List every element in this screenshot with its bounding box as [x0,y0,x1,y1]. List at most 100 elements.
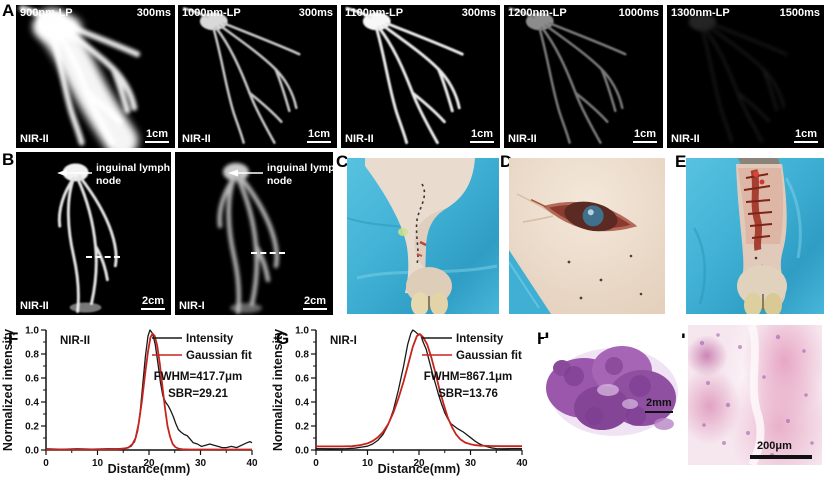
x-tick-label: 20 [413,458,425,469]
photo-art [686,158,824,314]
scalebar-label: 1cm [632,129,657,143]
scalebar-200um: 200μm [757,440,792,452]
exposure-label: 300ms [136,7,171,19]
chart-annotation: FWHM=417.7μm [154,371,243,383]
y-tick-label: 0.0 [25,446,39,457]
panel-b-image-nir1: inguinal lymph node NIR-I 2cm [175,152,333,315]
series-gaussian-fit [316,333,522,448]
fluorescence-art [508,7,627,144]
panel-letter-a: A [2,1,15,20]
scalebar-label: 1cm [469,129,494,143]
exposure-label: 300ms [298,7,333,19]
chart-annotation: SBR=29.21 [168,388,228,400]
panel-a-image-1000nm: 1000nm-LP 300ms NIR-II 1cm [178,5,337,148]
filter-label: 1200nm-LP [508,7,567,19]
cross-section-dashed-line [86,256,120,258]
modality-label: NIR-II [508,133,537,145]
chart-annotation: SBR=13.76 [438,388,498,400]
annotation-line2: node [267,175,293,188]
y-tick-label: 0.4 [25,398,39,409]
filter-label: 1000nm-LP [182,7,241,19]
photo-art [347,158,499,314]
x-tick-label: 0 [313,458,319,469]
legend-label: Gaussian fit [186,350,252,362]
scalebar-200um-bar [750,455,812,459]
y-tick-label: 1.0 [295,326,309,337]
y-axis-label: Normalized intensity [271,329,285,451]
modality-label: NIR-I [179,300,205,312]
panel-h-histology-lymph-node [544,338,686,446]
panel-letter-f: F [8,329,19,348]
panel-a-image-1100nm: 1100nm-LP 300ms NIR-II 1cm [341,5,500,148]
x-tick-label: 30 [195,458,207,469]
scalebar-label: 2cm [302,296,327,310]
modality-label: NIR-II [671,133,700,145]
exposure-label: 1500ms [779,7,820,19]
photo-art [509,158,665,314]
exposure-label: 300ms [461,7,496,19]
annotation-line1: inguinal lymph [267,162,333,174]
annotation-line1: inguinal lymph [96,162,171,174]
chart-f-svg: 0 10 20 30 40 0.0 0.2 0.4 0.6 0.8 1.0 NIR-II Intensi… [1,326,258,477]
scalebar-label: 2cm [140,296,165,310]
panel-b-image-nir2: inguinal lymph node NIR-II 2cm [16,152,171,315]
annotation-inguinal-lymph-node: inguinal lymph node [96,162,170,188]
x-tick-label: 40 [246,458,258,469]
panel-d-photo-lymph-node-incision [509,158,665,314]
panel-a-image-1200nm: 1200nm-LP 1000ms NIR-II 1cm [504,5,663,148]
panel-c-photo-limb-marking [347,158,499,314]
panel-a-image-900nm: 900nm-LP 300ms NIR-II 1cm [16,5,175,148]
chart-nir2-profile: 0 10 20 30 40 0.0 0.2 0.4 0.6 0.8 1.0 NIR-II Intensi… [0,318,260,478]
x-tick-label: 30 [465,458,477,469]
y-tick-label: 0.6 [25,374,39,385]
fluorescence-art [671,8,788,143]
cross-section-dashed-line [251,252,285,254]
panel-i-histology-section [688,325,822,465]
modality-label: NIR-II [345,133,374,145]
fluorescence-art [182,7,301,144]
y-tick-label: 0.6 [295,374,309,385]
y-tick-label: 0.2 [295,422,309,433]
annotation-inguinal-lymph-node: inguinal lymph node [267,162,333,188]
filter-label: 1100nm-LP [345,7,404,19]
arrow-icon [228,169,263,177]
modality-label: NIR-II [20,300,49,312]
fluorescence-art [345,6,464,145]
series-intensity [315,329,522,450]
x-axis-label: Distance(mm) [108,462,191,476]
series-gaussian-fit [46,332,252,451]
panel-letter-b: B [2,150,15,169]
annotation-line2: node [96,175,122,188]
legend-label: Intensity [186,333,234,345]
panel-e-photo-sutured-limb [686,158,824,314]
scalebar-label: 1cm [144,129,169,143]
y-tick-label: 0.2 [25,422,39,433]
y-tick-label: 1.0 [25,326,39,337]
chart-inside-label: NIR-I [330,335,357,347]
chart-g-svg: 0 10 20 30 40 0.0 0.2 0.4 0.6 0.8 1.0 NIR-I Intensit… [271,326,528,477]
x-tick-label: 40 [516,458,528,469]
arrow-icon [57,169,92,177]
scalebar-2mm: 2mm [645,398,673,413]
y-tick-label: 0.8 [25,350,39,361]
chart-annotation: FWHM=867.1μm [424,371,513,383]
y-axis-label: Normalized intensity [1,329,15,451]
x-tick-label: 20 [143,458,155,469]
y-tick-label: 0.0 [295,446,309,457]
legend-label: Gaussian fit [456,350,522,362]
modality-label: NIR-II [20,133,49,145]
scalebar-label: 1cm [793,129,818,143]
panel-letter-g: G [276,329,290,348]
modality-label: NIR-II [182,133,211,145]
histology-art [546,346,678,436]
chart-inside-label: NIR-II [60,335,90,347]
panel-a-image-1300nm: 1300nm-LP 1500ms NIR-II 1cm [667,5,824,148]
panel-letter-c: C [336,152,349,171]
x-tick-label: 10 [92,458,104,469]
y-tick-label: 0.4 [295,398,309,409]
x-tick-label: 0 [43,458,49,469]
filter-label: 1300nm-LP [671,7,730,19]
panel-letter-e: E [675,152,687,171]
chart-nir1-profile: 0 10 20 30 40 0.0 0.2 0.4 0.6 0.8 1.0 NIR-I Intensit… [270,318,530,478]
